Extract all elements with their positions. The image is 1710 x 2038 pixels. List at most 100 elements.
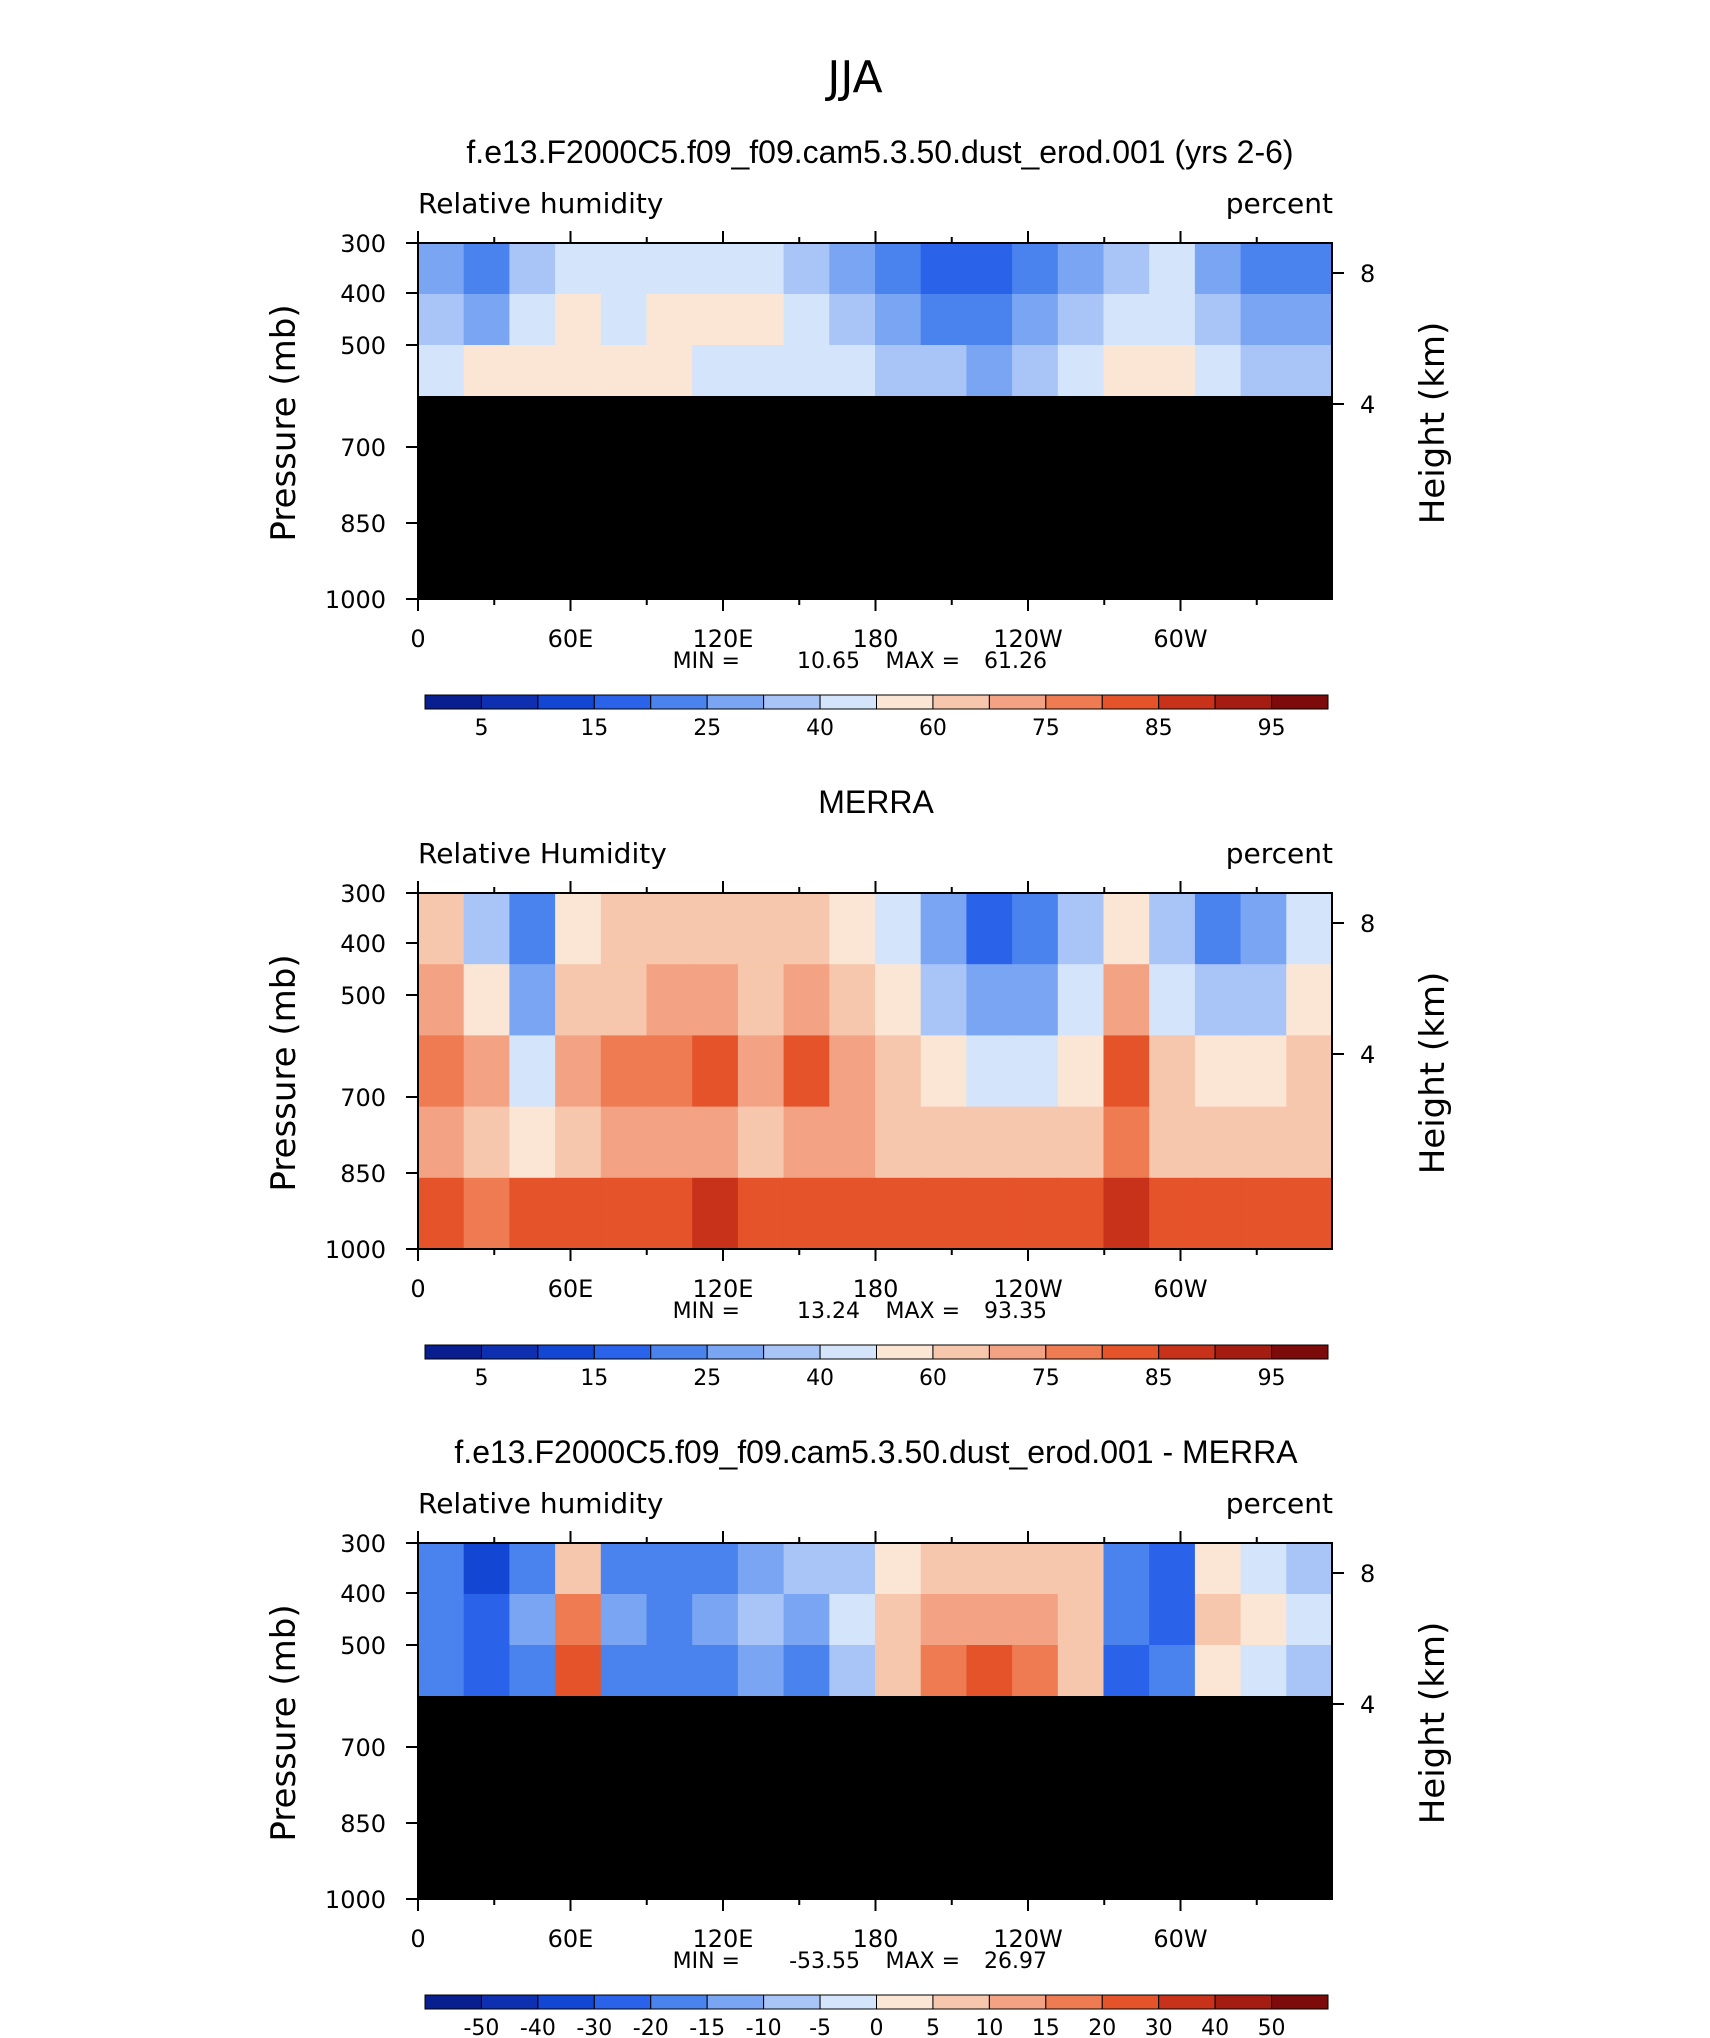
heatmap-cell xyxy=(966,1035,1013,1108)
heatmap-cell xyxy=(646,1543,693,1595)
heatmap-cell xyxy=(463,1543,510,1595)
heatmap-cell xyxy=(463,243,510,295)
y-tick-label: 300 xyxy=(340,880,386,908)
heatmap-cell xyxy=(555,1645,602,1697)
heatmap-cell xyxy=(692,243,739,295)
colorbar-label: 5 xyxy=(926,2016,940,2038)
max-label: MAX = xyxy=(885,1949,960,1974)
heatmap-cell xyxy=(1103,1543,1150,1595)
units-label: percent xyxy=(1226,1487,1333,1520)
heatmap-cell xyxy=(783,1645,830,1697)
heatmap-cell xyxy=(1240,1106,1287,1179)
y-tick-label: 700 xyxy=(340,1084,386,1112)
heatmap-cell xyxy=(1149,964,1196,1036)
heatmap-cell xyxy=(783,893,830,965)
heatmap-cell xyxy=(692,1594,739,1646)
heatmap-cell xyxy=(783,243,830,295)
heatmap-cell xyxy=(692,345,739,397)
x-tick-label: 0 xyxy=(410,1925,425,1953)
heatmap-cell xyxy=(966,345,1013,397)
y-tick-label: 400 xyxy=(340,930,386,958)
colorbar-box xyxy=(650,694,708,710)
heatmap-cell xyxy=(555,964,602,1036)
colorbar-label: 40 xyxy=(806,716,834,741)
x-tick-label: 120W xyxy=(993,1925,1063,1953)
variable-label: Relative Humidity xyxy=(418,837,667,870)
colorbar-box xyxy=(819,1344,877,1360)
heatmap-cell xyxy=(646,294,693,346)
heatmap-cell xyxy=(737,345,785,397)
colorbar-box xyxy=(424,694,482,710)
heatmap-cell xyxy=(1286,1177,1333,1250)
heatmap-cell xyxy=(966,1177,1013,1250)
heatmap-cell xyxy=(509,1106,556,1179)
heatmap-cell xyxy=(920,243,967,295)
heatmap-cell xyxy=(1012,294,1059,346)
heatmap-cell xyxy=(418,1594,465,1646)
heatmap-cell xyxy=(692,893,739,965)
heatmap-cell xyxy=(509,294,556,346)
heatmap-cell xyxy=(783,1177,830,1250)
heatmap-cell xyxy=(1057,1645,1105,1697)
heatmap-cell xyxy=(692,1106,739,1179)
x-tick-label: 180 xyxy=(853,1925,899,1953)
colorbar-box xyxy=(424,1994,482,2010)
y-tick-label: 850 xyxy=(340,510,386,538)
heatmap-cell xyxy=(1103,1645,1150,1697)
heatmap-cell xyxy=(737,1106,785,1179)
panel-title: f.e13.F2000C5.f09_f09.cam5.3.50.dust_ero… xyxy=(454,1434,1298,1470)
heatmap-cell xyxy=(418,1035,465,1108)
heatmap-cell xyxy=(463,345,510,397)
x-tick-label: 60W xyxy=(1153,1925,1207,1953)
heatmap-cell xyxy=(783,345,830,397)
colorbar-box xyxy=(819,694,877,710)
heatmap-cell xyxy=(418,1177,465,1250)
min-value: 13.24 xyxy=(797,1299,860,1324)
colorbar-label: 5 xyxy=(474,1366,488,1391)
heatmap-cell xyxy=(1286,345,1333,397)
heatmap-cell xyxy=(966,1543,1013,1595)
heatmap-cell xyxy=(829,1106,876,1179)
colorbar-box xyxy=(1271,1344,1329,1360)
y2-axis-title: Height (km) xyxy=(1413,322,1453,525)
colorbar-box xyxy=(988,1994,1047,2010)
heatmap-cell xyxy=(1149,893,1196,965)
heatmap-cell xyxy=(1057,964,1105,1036)
heatmap-cell xyxy=(600,1106,648,1179)
min-label: MIN = xyxy=(673,649,740,674)
y-tick-label: 700 xyxy=(340,434,386,462)
heatmap-cell xyxy=(600,1543,648,1595)
colorbar-label: 85 xyxy=(1145,716,1173,741)
colorbar-box xyxy=(876,694,934,710)
heatmap-cell xyxy=(920,1106,967,1179)
heatmap-cell xyxy=(1149,1594,1196,1646)
colorbar-label: 40 xyxy=(1201,2016,1229,2038)
colorbar-label: 20 xyxy=(1088,2016,1116,2038)
heatmap-cell xyxy=(1012,1106,1059,1179)
colorbar-box xyxy=(1101,1994,1160,2010)
colorbar-label: 95 xyxy=(1258,716,1286,741)
heatmap-cell xyxy=(737,964,785,1036)
y2-axis-title: Height (km) xyxy=(1413,972,1453,1175)
heatmap-cell xyxy=(509,1177,556,1250)
y-tick-label: 300 xyxy=(340,1530,386,1558)
x-tick-label: 120E xyxy=(693,625,754,653)
colorbar-box xyxy=(480,1994,539,2010)
heatmap-cell xyxy=(920,1177,967,1250)
panel-2: MERRA Relative Humidity percent 0 60E 120E 180… xyxy=(264,784,1453,1391)
heatmap-cell xyxy=(1194,1106,1242,1179)
heatmap-cell xyxy=(1240,1645,1287,1697)
heatmap-cell xyxy=(1103,1035,1150,1108)
panel-title: MERRA xyxy=(818,784,934,820)
heatmap-cell xyxy=(1012,243,1059,295)
colorbar-box xyxy=(763,1344,821,1360)
heatmap-cell xyxy=(1103,345,1150,397)
heatmap-cell xyxy=(555,1543,602,1595)
heatmap-cell xyxy=(1057,294,1105,346)
heatmap-cell xyxy=(509,345,556,397)
heatmap-cell xyxy=(783,1106,830,1179)
heatmap-cell xyxy=(418,1106,465,1179)
heatmap-cell xyxy=(829,345,876,397)
heatmap-cell xyxy=(1149,243,1196,295)
